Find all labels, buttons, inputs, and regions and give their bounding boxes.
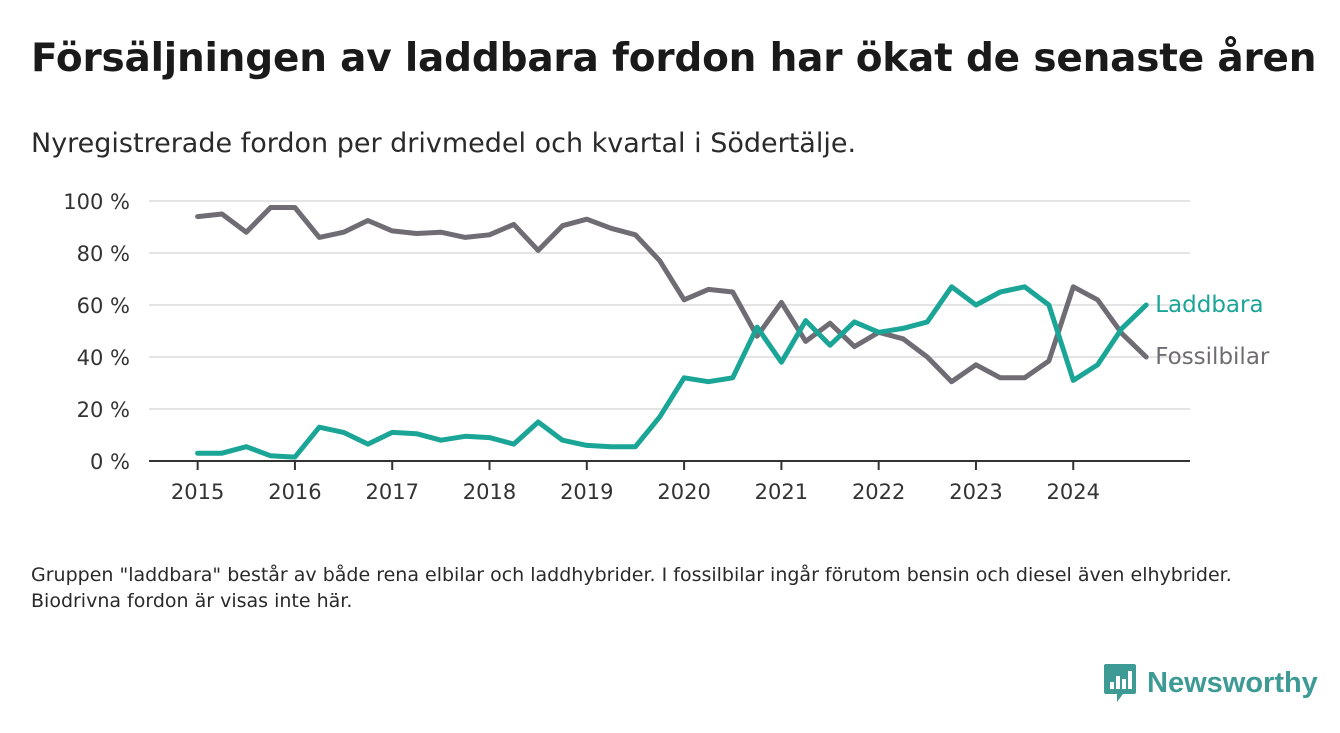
x-tick-label: 2021: [755, 480, 808, 504]
x-tick-label: 2024: [1047, 480, 1100, 504]
x-tick-label: 2018: [463, 480, 516, 504]
x-tick-label: 2015: [171, 480, 224, 504]
newsworthy-logo[interactable]: Newsworthy: [1103, 662, 1318, 704]
series-line-laddbara: [195, 284, 1149, 460]
line-chart: 0 % 20 % 40 % 60 % 80 % 100 % 2015 2016 2017 2018…: [63, 190, 1270, 504]
series-label-laddbara: Laddbara: [1155, 292, 1263, 318]
series-label-fossilbilar: Fossilbilar: [1155, 344, 1270, 370]
y-tick-label: 20 %: [77, 398, 130, 422]
series-line-fossilbilar: [195, 205, 1149, 385]
chart-title: Försäljningen av laddbara fordon har öka…: [31, 36, 1317, 81]
x-tick-label: 2023: [949, 480, 1002, 504]
y-tick-label: 60 %: [77, 294, 130, 318]
x-tick-label: 2019: [560, 480, 613, 504]
y-tick-label: 40 %: [77, 346, 130, 370]
x-tick-label: 2020: [657, 480, 710, 504]
y-tick-label: 0 %: [90, 450, 130, 474]
newsworthy-logo-icon: [1104, 664, 1136, 702]
chart-footnote: Gruppen "laddbara" består av både rena e…: [31, 564, 1232, 612]
y-tick-label: 100 %: [63, 190, 130, 214]
x-tick-label: 2017: [365, 480, 418, 504]
chart-subtitle: Nyregistrerade fordon per drivmedel och …: [31, 128, 857, 159]
x-tick-label: 2016: [268, 480, 321, 504]
brand-name: Newsworthy: [1147, 666, 1318, 699]
y-tick-label: 80 %: [77, 242, 130, 266]
x-tick-label: 2022: [852, 480, 905, 504]
